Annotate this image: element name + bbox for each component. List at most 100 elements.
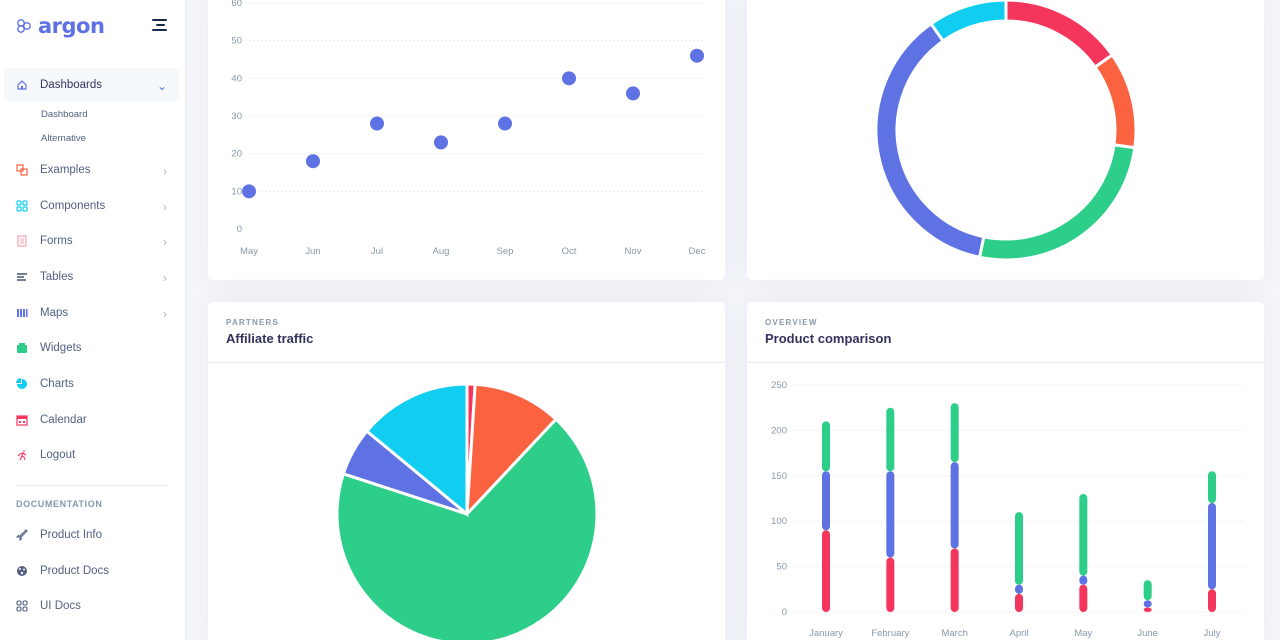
bar-segment — [822, 421, 830, 472]
pie-chart — [335, 382, 599, 640]
chart-pie-icon — [15, 377, 29, 391]
bar-segment — [1079, 584, 1088, 612]
doughnut-slice — [977, 143, 1137, 262]
scatter-point — [562, 71, 576, 86]
bar-segment — [1015, 512, 1023, 585]
sidebar-item-calendar[interactable]: Calendar — [4, 403, 179, 437]
forms-icon — [15, 234, 29, 248]
affiliate-traffic-card: PARTNERS Affiliate traffic — [208, 302, 725, 640]
sidebar-item-label: Components — [40, 200, 106, 212]
chevron-right-icon: › — [163, 164, 167, 178]
bar-segment — [1208, 471, 1216, 504]
doughnut-slice — [1092, 52, 1138, 150]
sidebar-item-product-info[interactable]: Product Info — [4, 518, 179, 552]
x-tick-label: April — [1009, 628, 1028, 639]
brand-logo[interactable]: argon — [16, 14, 105, 38]
ungroup-icon — [15, 163, 29, 177]
doughnut-slice — [874, 21, 986, 260]
y-tick-label: 200 — [771, 425, 787, 436]
bar-segment — [822, 530, 830, 612]
sidebar-item-label: UI Docs — [40, 600, 81, 612]
scatter-point — [434, 135, 448, 150]
user-run-icon — [15, 448, 29, 462]
card-title: Product comparison — [765, 331, 892, 346]
sidebar-item-label: Forms — [40, 235, 73, 247]
y-tick-label: 10 — [231, 186, 242, 197]
x-tick-label: June — [1137, 628, 1158, 639]
bar-segment — [950, 548, 959, 612]
x-tick-label: Jun — [305, 246, 320, 257]
align-left-icon — [15, 270, 29, 284]
y-tick-label: 20 — [231, 149, 242, 160]
sidebar-item-tables[interactable]: Tables › — [4, 260, 179, 294]
x-tick-label: January — [809, 628, 843, 639]
argon-logo-icon — [17, 19, 31, 33]
y-tick-label: 0 — [782, 607, 787, 618]
sidebar-item-label: Widgets — [40, 342, 82, 354]
bar-segment — [886, 471, 895, 558]
product-comparison-card: OVERVIEW Product comparison 0 50 100 150 200… — [747, 302, 1264, 640]
bar-segment — [822, 471, 830, 531]
components-icon — [15, 199, 29, 213]
sidebar-item-widgets[interactable]: Widgets — [4, 331, 179, 365]
sidebar-subitem-dashboard[interactable]: Dashboard — [41, 109, 88, 120]
sidebar-item-label: Tables — [40, 271, 74, 283]
sidebar-item-forms[interactable]: Forms › — [4, 224, 179, 258]
bar-segment — [1079, 493, 1088, 576]
scatter-point — [370, 116, 384, 131]
y-tick-label: 30 — [231, 111, 242, 122]
chevron-right-icon: › — [163, 307, 167, 321]
ui-04-icon — [15, 599, 29, 613]
pie-slice — [364, 382, 469, 518]
sidebar-item-label: Charts — [40, 378, 74, 390]
card-subtitle: OVERVIEW — [765, 318, 818, 327]
x-tick-label: May — [240, 246, 258, 257]
card-title: Affiliate traffic — [226, 331, 314, 346]
map-icon — [15, 306, 29, 320]
sidebar-item-examples[interactable]: Examples › — [4, 153, 179, 187]
bar-segment — [1143, 580, 1152, 601]
x-tick-label: July — [1204, 628, 1221, 639]
home-icon — [15, 78, 29, 92]
bar-segment — [886, 557, 895, 612]
chevron-down-icon: ⌄ — [156, 79, 167, 93]
x-tick-label: Sep — [497, 246, 514, 257]
sidebar-item-label: Logout — [40, 449, 76, 461]
sidebar-item-charts[interactable]: Charts — [4, 367, 179, 401]
bar-segment — [950, 403, 959, 463]
x-tick-label: Jul — [371, 246, 383, 257]
doughnut-chart-card — [747, 0, 1264, 280]
sidebar-item-components[interactable]: Components › — [4, 189, 179, 223]
sidebar-item-ui-docs[interactable]: UI Docs — [4, 589, 179, 623]
scatter-point — [626, 86, 640, 101]
sidebar-item-dashboards[interactable]: Dashboards ⌄ — [4, 68, 179, 102]
doughnut-slice — [1004, 0, 1115, 70]
x-tick-label: Aug — [433, 246, 450, 257]
scatter-point — [242, 184, 256, 199]
bar-segment — [1143, 600, 1152, 608]
sidenav-toggle-button[interactable] — [152, 19, 167, 31]
sidebar-item-label: Examples — [40, 164, 91, 176]
documentation-heading: DOCUMENTATION — [16, 499, 103, 509]
sidebar-item-label: Product Docs — [40, 565, 110, 577]
chevron-right-icon: › — [163, 200, 167, 214]
bar-segment — [1079, 575, 1088, 585]
sidebar-subitem-alternative[interactable]: Alternative — [41, 133, 86, 144]
y-tick-label: 50 — [776, 562, 787, 573]
card-header: OVERVIEW Product comparison — [747, 302, 1264, 363]
sidebar-item-logout[interactable]: Logout — [4, 438, 179, 472]
scatter-point — [306, 154, 320, 169]
bar-segment — [886, 407, 895, 472]
sidebar-divider — [16, 485, 167, 486]
sidebar: argon Dashboards ⌄ Dashboard Alternative… — [0, 0, 185, 640]
sidebar-item-product-docs[interactable]: Product Docs — [4, 554, 179, 588]
x-tick-label: Nov — [625, 246, 642, 257]
y-tick-label: 60 — [231, 0, 242, 9]
sidebar-item-maps[interactable]: Maps › — [4, 296, 179, 330]
pie-slice — [465, 382, 559, 519]
scatter-point — [498, 116, 512, 131]
sidebar-item-label: Product Info — [40, 529, 103, 541]
doughnut-chart — [874, 0, 1138, 262]
stacked-bar-chart: 0 50 100 150 200 250 January February March April… — [771, 380, 1244, 639]
archive-icon — [15, 341, 29, 355]
